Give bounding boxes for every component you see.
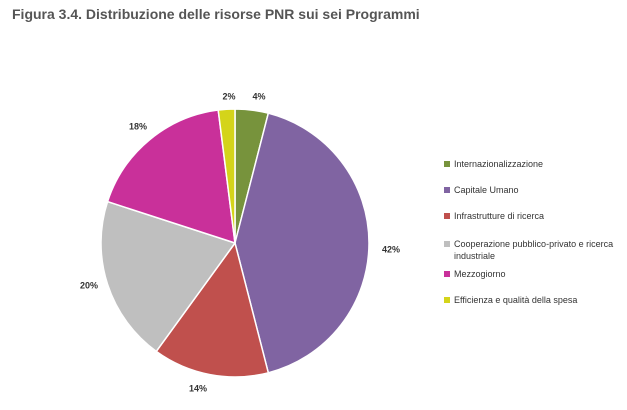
legend-item: Efficienza e qualità della spesa [444,294,614,306]
pie-slices [100,108,370,378]
pie-percent-label: 18% [129,121,147,131]
pie-percent-label: 14% [189,383,207,393]
pie-percent-label: 42% [382,244,400,254]
pie-percent-label: 4% [252,91,265,101]
pie-slice-2 [234,112,370,374]
legend-swatch [444,161,450,167]
legend-item: Internazionalizzazione [444,158,614,170]
pie-slice-6 [217,108,236,244]
pie-percent-labels: 4% 42% 14% 20% 18% 2% [80,91,400,393]
pie-percent-label: 20% [80,280,98,290]
figure-title: Figura 3.4. Distribuzione delle risorse … [12,6,420,22]
legend-label: Infrastrutture di ricerca [454,211,545,221]
legend-item: Capitale Umano [444,184,614,196]
legend-label: Capitale Umano [454,185,519,195]
legend-label: Efficienza e qualità della spesa [454,295,578,305]
pie-percent-label: 2% [222,91,235,101]
pie-slice-4 [100,200,237,353]
legend-swatch [444,187,450,193]
legend-swatch [444,297,450,303]
legend-item: Cooperazione pubblico-privato e ricerca … [444,238,614,262]
legend-swatch [444,213,450,219]
legend-label: Mezzogiorno [454,269,506,279]
legend-item: Infrastrutture di ricerca [444,210,614,222]
pie-slice-5 [106,109,236,245]
legend-swatch [444,271,450,277]
pie-slice-3 [155,241,270,378]
legend-swatch [444,241,450,247]
legend-label: Internazionalizzazione [454,159,544,169]
legend-item: Mezzogiorno [444,268,614,280]
legend-label: Cooperazione pubblico-privato e ricerca … [454,239,614,261]
